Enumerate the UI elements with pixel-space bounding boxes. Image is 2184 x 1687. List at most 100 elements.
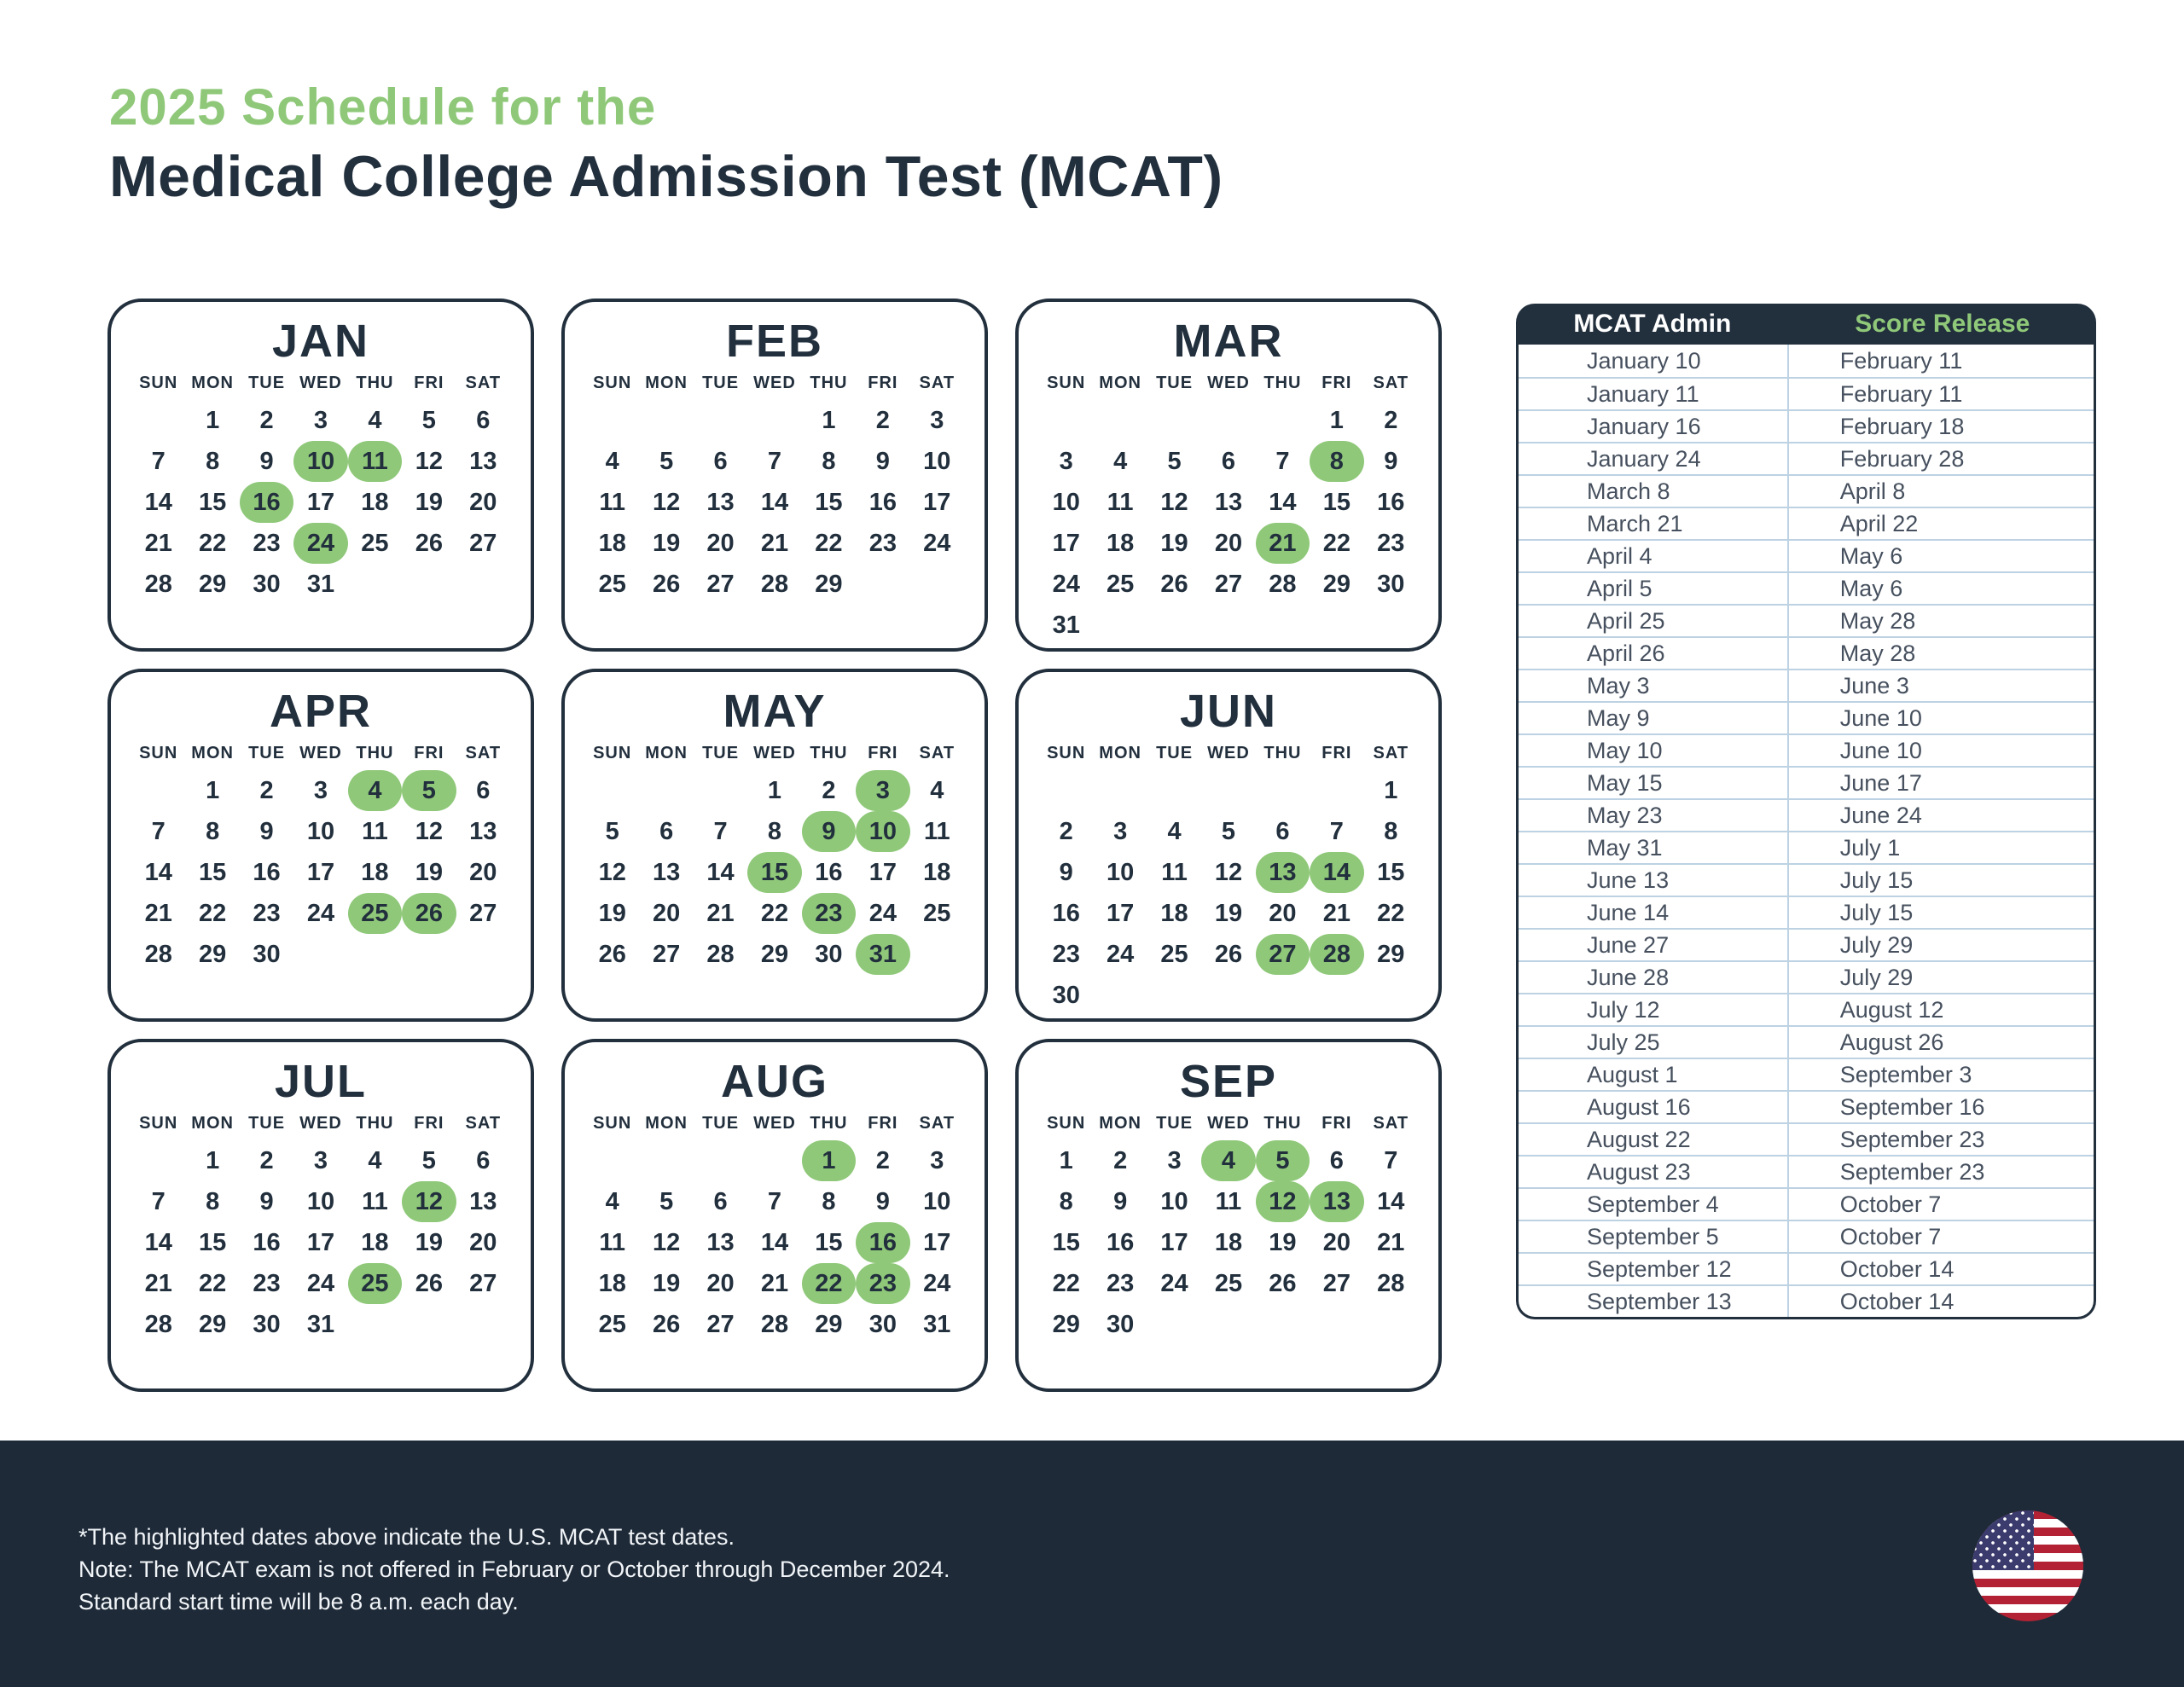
weekday-label: MON (191, 1114, 234, 1133)
calendar-day-highlighted: 9 (801, 811, 857, 852)
calendar-day: 21 (760, 529, 789, 557)
table-row: March 21 April 22 (1519, 507, 2094, 539)
calendar-day: 15 (815, 488, 843, 516)
month-title: MAY (723, 686, 827, 737)
weekday-label: MON (191, 374, 234, 392)
weekday-label: SUN (593, 1114, 632, 1133)
schedule-table: MCAT Admin Score Release January 10 Febru… (1516, 304, 2096, 1319)
calendar-day: 23 (253, 899, 281, 927)
score-release-date: October 7 (1839, 1191, 1942, 1217)
calendar-day: 18 (361, 858, 389, 886)
weekday-label: SAT (919, 744, 956, 762)
calendar-day-highlighted: 3 (856, 770, 910, 811)
table-row: May 23 June 24 (1519, 798, 2094, 831)
footer-note-line1: *The highlighted dates above indicate th… (78, 1524, 735, 1550)
weekday-label: FRI (414, 744, 444, 762)
calendar-day: 25 (1107, 570, 1135, 598)
calendar-day: 9 (259, 447, 274, 475)
calendar-day: 29 (199, 570, 227, 598)
calendar-day: 18 (361, 488, 389, 516)
calendar-day-highlighted: 14 (1310, 852, 1364, 893)
mcat-admin-date: January 16 (1519, 411, 1789, 442)
weekday-header-row: SUN MON TUE WED THU FRI SAT (131, 374, 510, 393)
weekday-label: MON (191, 744, 234, 762)
calendar-day-highlighted: 10 (293, 441, 348, 482)
score-release-date: June 10 (1839, 704, 1922, 731)
month-title: AUG (721, 1056, 828, 1107)
month-title: JUL (274, 1056, 367, 1107)
weekday-label: TUE (702, 374, 740, 392)
calendar-day: 5 (1167, 447, 1182, 475)
calendar-day: 28 (144, 1310, 172, 1338)
weekday-header-row: SUN MON TUE WED THU FRI SAT (131, 1114, 510, 1133)
calendar-day: 20 (469, 858, 497, 886)
calendar-day: 9 (875, 447, 890, 475)
calendar-day: 1 (767, 776, 782, 804)
weekday-label: SUN (593, 374, 632, 392)
calendar-day: 29 (815, 1310, 843, 1338)
calendar-day: 16 (815, 858, 843, 886)
schedule-table-header: MCAT Admin Score Release (1516, 304, 2096, 345)
calendar-day: 21 (1377, 1228, 1405, 1256)
calendar-day: 4 (605, 1187, 619, 1215)
table-row: April 4 May 6 (1519, 539, 2094, 571)
mcat-admin-date: April 4 (1519, 541, 1789, 571)
calendar-day: 17 (923, 488, 951, 516)
calendar-day-highlighted: 24 (293, 523, 348, 564)
calendar-day: 2 (1059, 817, 1073, 845)
score-release-date: June 3 (1839, 672, 1909, 699)
month-title: MAR (1173, 316, 1284, 367)
weekday-label: SAT (1373, 374, 1409, 392)
table-row: January 16 February 18 (1519, 409, 2094, 442)
calendar-day: 9 (259, 1187, 274, 1215)
weekday-label: MON (1099, 1114, 1141, 1133)
score-release-date: October 7 (1839, 1223, 1942, 1249)
calendar-day: 11 (599, 1228, 626, 1256)
weekday-label: SUN (1047, 374, 1086, 392)
weekday-label: SAT (919, 1114, 956, 1133)
calendar-day: 12 (1160, 488, 1188, 516)
calendar-day: 22 (1322, 529, 1350, 557)
calendar-day-highlighted: 26 (402, 893, 456, 934)
weekday-label: FRI (1321, 1114, 1352, 1133)
calendar-day: 10 (1052, 488, 1080, 516)
calendar-day-empty (1039, 400, 1093, 441)
mcat-admin-date: August 22 (1519, 1124, 1789, 1155)
calendar-day-empty (131, 770, 185, 811)
calendar-day-empty (585, 400, 639, 441)
calendar-day: 10 (923, 1187, 951, 1215)
calendar-day: 18 (1107, 529, 1135, 557)
calendar-day: 27 (706, 570, 735, 598)
table-row: May 3 June 3 (1519, 669, 2094, 701)
calendar-day: 16 (1052, 899, 1080, 927)
mcat-admin-date: May 10 (1519, 735, 1789, 766)
table-row: August 1 September 3 (1519, 1058, 2094, 1090)
calendar-day-empty (694, 400, 747, 441)
weekday-header-row: SUN MON TUE WED THU FRI SAT (1039, 1114, 1418, 1133)
column-header-mcat-admin: MCAT Admin (1573, 310, 1732, 338)
calendar-grid: JAN SUN MON TUE WED THU FRI SAT 1 2 3 4 5 6 7 8 9 10 11 12 1… (107, 299, 1442, 1392)
calendar-day: 3 (1167, 1146, 1182, 1174)
score-release-date: September 16 (1839, 1093, 1985, 1120)
calendar-day: 9 (1113, 1187, 1128, 1215)
score-release-date: June 10 (1839, 737, 1922, 763)
page-title: 2025 Schedule for the Medical College Ad… (109, 75, 1223, 213)
calendar-day: 4 (368, 1146, 382, 1174)
calendar-day: 30 (253, 570, 281, 598)
calendar-day: 26 (415, 1269, 443, 1297)
calendar-day: 11 (923, 817, 950, 845)
calendar-day: 26 (598, 940, 626, 968)
calendar-day: 22 (815, 529, 843, 557)
calendar-day: 26 (415, 529, 443, 557)
weekday-label: SUN (139, 1114, 178, 1133)
column-header-score-release: Score Release (1855, 310, 2030, 338)
calendar-day: 25 (598, 1310, 626, 1338)
calendar-day-empty (1093, 770, 1147, 811)
weekday-label: WED (1207, 374, 1250, 392)
mcat-admin-date: August 1 (1519, 1059, 1789, 1090)
table-row: September 5 October 7 (1519, 1220, 2094, 1252)
calendar-day: 14 (760, 1228, 789, 1256)
calendar-day: 10 (1160, 1187, 1188, 1215)
calendar-day: 13 (469, 1187, 497, 1215)
weekday-label: THU (356, 1114, 394, 1133)
